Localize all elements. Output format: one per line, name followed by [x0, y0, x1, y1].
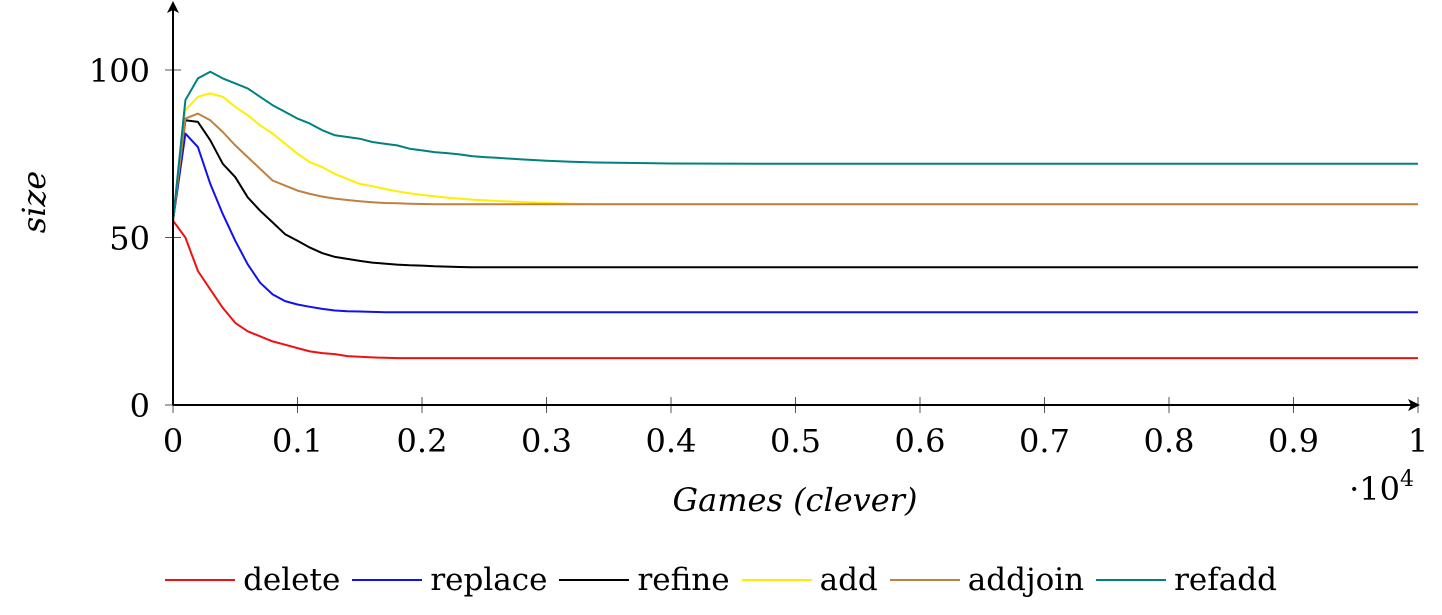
legend-label: refine [637, 562, 730, 598]
series-line-replace [172, 132, 1418, 314]
legend-item-addjoin: addjoin [889, 562, 1085, 598]
x-scale-note-base: ·10 [1349, 470, 1400, 508]
series-lines [172, 70, 1418, 360]
x-scale-note-exponent: 4 [1400, 467, 1414, 492]
legend-label: addjoin [967, 562, 1085, 598]
x-tick-label: 0.8 [1144, 422, 1195, 460]
y-tick-label: 50 [109, 220, 150, 258]
y-tick-label: 100 [89, 52, 150, 90]
line-chart: 0 0.1 0.2 0.3 0.4 0.5 0.6 0.7 0.8 0.9 1 0 50 100 Gam… [15, 1, 1428, 519]
legend-label: refadd [1174, 562, 1277, 598]
legend: delete replace refine add addjoin refadd [0, 555, 1442, 605]
x-scale-note: ·104 [1349, 467, 1414, 508]
series-line-delete [172, 220, 1418, 360]
legend-item-add: add [741, 562, 878, 598]
x-tick-label: 0.2 [397, 422, 448, 460]
x-axis-arrow-icon [1408, 399, 1420, 411]
legend-label: add [819, 562, 878, 598]
series-line-refadd [172, 70, 1418, 221]
x-tick-label: 0.5 [770, 422, 821, 460]
x-tick-label: 0.9 [1268, 422, 1319, 460]
x-tick-labels: 0 0.1 0.2 0.3 0.4 0.5 0.6 0.7 0.8 0.9 1 [163, 422, 1428, 460]
legend-swatch [165, 579, 236, 581]
y-tick-label: 0 [130, 387, 150, 425]
x-tick-label: 0.1 [272, 422, 323, 460]
legend-swatch [559, 579, 630, 581]
legend-swatch [889, 579, 960, 581]
y-axis-arrow-icon [167, 1, 179, 13]
x-tick-label: 0.6 [895, 422, 946, 460]
y-tick-labels: 0 50 100 [89, 52, 150, 425]
x-tick-label: 0.3 [521, 422, 572, 460]
series-line-addjoin [172, 112, 1418, 221]
legend-item-replace: replace [352, 562, 547, 598]
legend-item-refine: refine [559, 562, 730, 598]
x-tick-label: 0.4 [646, 422, 697, 460]
legend-item-refadd: refadd [1096, 562, 1277, 598]
y-axis-title: size [15, 171, 53, 233]
x-tick-label: 0 [163, 422, 183, 460]
x-axis-title: Games (clever) [673, 481, 918, 519]
series-line-refine [172, 119, 1418, 269]
x-tick-label: 0.7 [1019, 422, 1070, 460]
x-tick-label: 1 [1408, 422, 1428, 460]
legend-swatch [352, 579, 423, 581]
legend-swatch [741, 579, 812, 581]
legend-swatch [1096, 579, 1167, 581]
legend-label: replace [430, 562, 548, 598]
legend-item-delete: delete [165, 562, 340, 598]
legend-label: delete [243, 562, 341, 598]
axis-ticks [165, 69, 1419, 413]
